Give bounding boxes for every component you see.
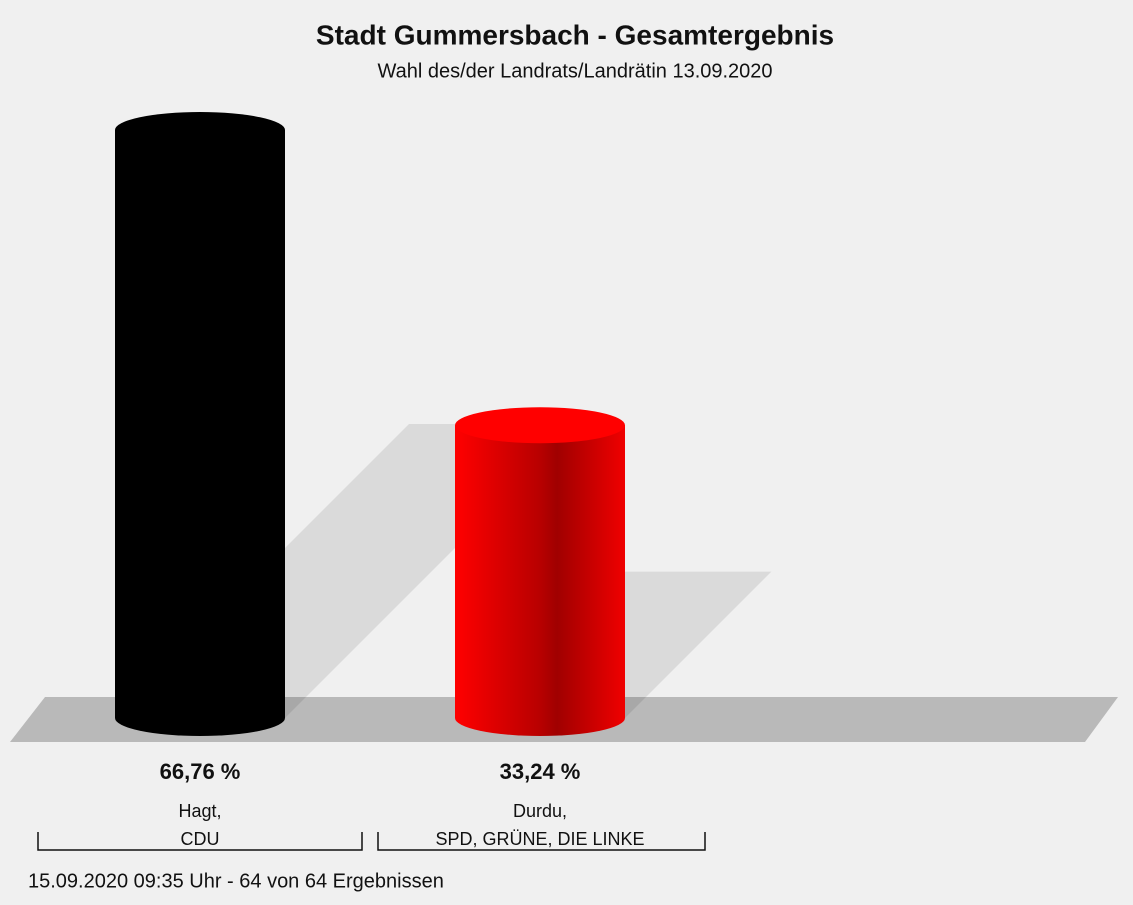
- footnote: 15.09.2020 09:35 Uhr - 64 von 64 Ergebni…: [28, 870, 444, 892]
- value-label: 33,24 %: [500, 759, 581, 784]
- category-bracket: [377, 832, 706, 851]
- value-label: 66,76 %: [160, 759, 241, 784]
- bar: [115, 112, 285, 736]
- bar-top: [455, 407, 625, 444]
- category-label: SPD, GRÜNE, DIE LINKE: [435, 829, 644, 849]
- chart-title: Stadt Gummersbach - Gesamtergebnis: [316, 19, 834, 50]
- bar-top: [115, 112, 285, 148]
- category-label: Hagt,: [178, 801, 221, 821]
- category-label: Durdu,: [513, 801, 567, 821]
- bar-body: [115, 130, 285, 718]
- category-label: CDU: [181, 829, 220, 849]
- bar-body: [455, 425, 625, 718]
- bar: [455, 407, 625, 736]
- chart-subtitle: Wahl des/der Landrats/Landrätin 13.09.20…: [377, 60, 772, 82]
- category-bracket: [37, 832, 363, 851]
